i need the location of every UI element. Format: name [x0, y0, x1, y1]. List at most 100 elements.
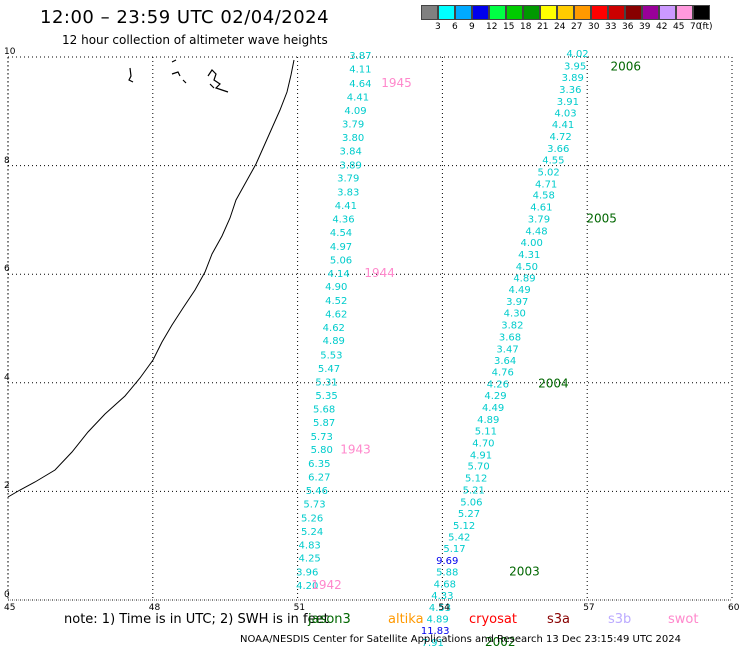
time-label: 1944 [364, 266, 395, 280]
time-labels: 1945 1944 1943 1942 2006 2005 2004 2003 2002 [311, 60, 641, 650]
swh-value: 4.41 [347, 92, 369, 103]
swh-value: 4.26 [487, 380, 509, 391]
swh-value: 4.76 [492, 368, 514, 379]
swh-value: 6.35 [308, 459, 330, 470]
swh-value: 4.11 [349, 65, 371, 76]
swh-value: 3.79 [337, 173, 359, 184]
swh-value: 5.06 [460, 498, 482, 509]
swh-value: 5.02 [537, 167, 559, 178]
legend-label: 27 [571, 22, 583, 32]
mission-label-swot: swot [668, 612, 699, 627]
swh-value: 5.73 [303, 500, 325, 511]
swh-value: 5.35 [315, 391, 337, 402]
swh-value: 3.83 [337, 187, 359, 198]
swh-value: 4.55 [542, 155, 564, 166]
legend-label: 42 [656, 22, 668, 32]
swh-value: 4.30 [504, 309, 526, 320]
swh-value: 3.66 [547, 144, 569, 155]
legend-label: 36 [622, 22, 634, 32]
x-tick-label: 60 [728, 603, 740, 613]
swh-value: 5.21 [463, 486, 485, 497]
swh-value: 5.17 [443, 544, 465, 555]
y-tick-label: 0 [4, 590, 10, 600]
mission-label-s3b: s3b [608, 612, 632, 627]
swh-value: 3.95 [564, 61, 586, 72]
legend-swatch [676, 5, 693, 20]
coastline-path [7, 59, 295, 498]
swh-value: 4.91 [470, 450, 492, 461]
legend-label: 39 [639, 22, 651, 32]
mission-label-jason3: jason3 [308, 612, 351, 627]
swh-value: 4.03 [554, 109, 576, 120]
swh-value: 4.31 [518, 250, 540, 261]
swh-value: 4.70 [472, 438, 494, 449]
swh-value: 3.89 [340, 160, 362, 171]
swh-value: 5.12 [465, 474, 487, 485]
legend-swatch [489, 5, 506, 20]
swh-value: 4.62 [325, 310, 347, 321]
swh-value: 5.88 [436, 568, 458, 579]
swh-value: 3.36 [559, 85, 581, 96]
swh-value: 4.41 [335, 201, 357, 212]
grid-lines [7, 56, 733, 601]
swh-value: 4.48 [525, 227, 547, 238]
island-shape [128, 67, 134, 83]
x-tick-label: 51 [293, 603, 306, 613]
swh-value: 9.69 [436, 556, 458, 567]
legend-label: 33 [605, 22, 617, 32]
y-tick-label: 10 [4, 47, 16, 57]
legend-swatch [625, 5, 642, 20]
footer-note: note: 1) Time is in UTC; 2) SWH is in fe… [64, 612, 329, 627]
legend-label: 70 [690, 22, 702, 32]
swh-value: 4.52 [325, 296, 347, 307]
credit-line: NOAA/NESDIS Center for Satellite Applica… [240, 634, 682, 645]
mission-label-s3a: s3a [547, 612, 571, 627]
coastline [7, 59, 295, 498]
swh-value: 4.89 [323, 336, 345, 347]
legend-swatch [608, 5, 625, 20]
legend-label: 18 [520, 22, 532, 32]
swh-value: 4.41 [552, 120, 574, 131]
legend-swatch [421, 5, 438, 20]
swh-value: 4.71 [535, 179, 557, 190]
island-shape [207, 69, 229, 93]
swh-value: 5.24 [301, 527, 323, 538]
legend-swatch [642, 5, 659, 20]
time-label: 2002 [485, 635, 516, 649]
swh-value: 4.49 [482, 403, 504, 414]
swh-value: 4.00 [521, 238, 543, 249]
swh-value: 4.83 [299, 540, 321, 551]
time-label: 2003 [509, 565, 540, 579]
swh-value: 4.36 [332, 215, 354, 226]
mission-label-cryosat: cryosat [469, 612, 517, 627]
swh-value: 3.80 [342, 133, 364, 144]
legend-swatch [472, 5, 489, 20]
x-tick-label: 48 [148, 603, 161, 613]
y-tick-label: 8 [4, 155, 10, 166]
swh-value: 5.73 [311, 432, 333, 443]
swh-value: 11.83 [421, 626, 450, 637]
swh-value: 4.02 [566, 49, 588, 60]
swh-value: 4.61 [530, 203, 552, 214]
legend-swatch [591, 5, 608, 20]
island-shape [171, 59, 187, 84]
swh-value: 4.64 [349, 79, 371, 90]
swh-value: 5.87 [313, 418, 335, 429]
swh-value: 5.11 [475, 426, 497, 437]
time-label: 2004 [538, 377, 569, 391]
legend-label: 24 [554, 22, 566, 32]
y-tick-label: 4 [4, 372, 10, 383]
legend-label: 30 [588, 22, 600, 32]
legend-label: 3 [435, 22, 441, 32]
swh-value: 4.89 [477, 415, 499, 426]
swh-value: 3.89 [562, 73, 584, 84]
legend-swatch [557, 5, 574, 20]
swh-value: 4.72 [550, 132, 572, 143]
y-tick-label: 2 [4, 481, 10, 492]
legend-label: 45 [673, 22, 685, 32]
legend-label: 6 [452, 22, 458, 32]
time-label: 1942 [311, 578, 342, 592]
swh-value: 7.91 [422, 638, 444, 649]
time-label: 1943 [340, 442, 371, 456]
